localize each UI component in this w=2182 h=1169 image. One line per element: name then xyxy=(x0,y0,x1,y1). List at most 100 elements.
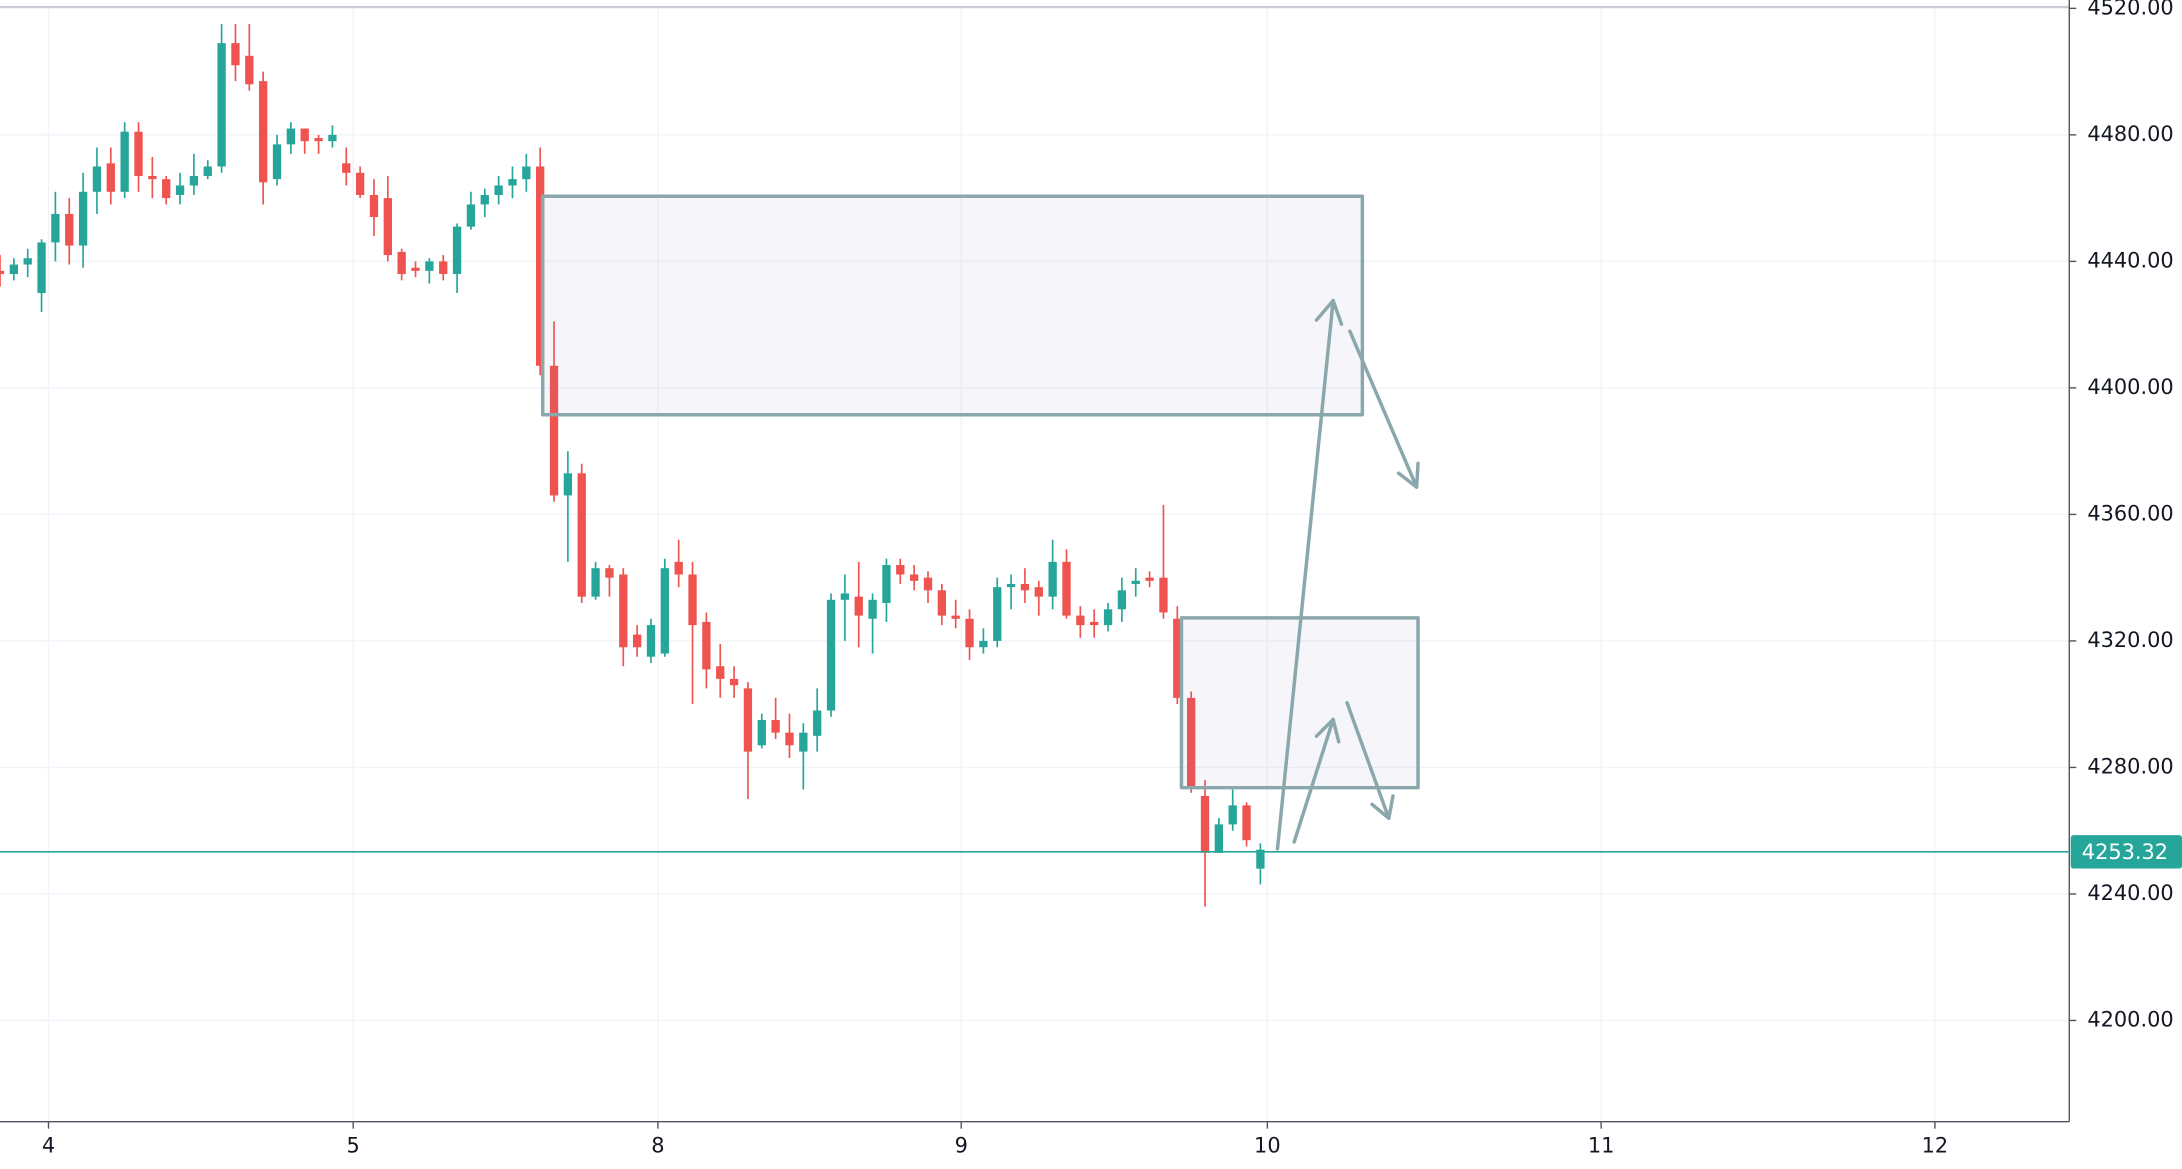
candle-body xyxy=(549,365,559,496)
candle-body xyxy=(1131,580,1140,584)
arrow xyxy=(1348,329,1419,489)
candle-body xyxy=(1242,805,1251,841)
drawings xyxy=(540,194,1420,851)
candle-body xyxy=(1020,583,1030,591)
candle-body xyxy=(23,258,32,265)
y-tick-label: 4280.00 xyxy=(2087,754,2173,778)
candle-body xyxy=(425,261,434,271)
candle-body xyxy=(466,204,476,227)
candle-body xyxy=(937,590,946,616)
candle-body xyxy=(646,625,656,657)
candle-body xyxy=(231,43,240,66)
y-tick-label: 4520.00 xyxy=(2087,0,2173,19)
candle-body xyxy=(1214,824,1224,853)
y-tick-label: 4440.00 xyxy=(2087,248,2173,272)
y-tick-label: 4480.00 xyxy=(2087,122,2173,146)
candle-body xyxy=(854,596,863,616)
candle-body xyxy=(148,175,157,180)
candle-body xyxy=(162,179,171,199)
candle-body xyxy=(979,640,988,648)
candle-body xyxy=(189,175,199,186)
x-tick-label: 4 xyxy=(42,1134,55,1158)
candle-body xyxy=(439,261,448,275)
candle-body xyxy=(563,473,573,496)
candle-body xyxy=(577,473,586,597)
arrow xyxy=(1275,298,1335,851)
candle-body xyxy=(660,568,669,654)
candle-body xyxy=(757,719,766,746)
y-tick-label: 4400.00 xyxy=(2087,375,2173,399)
candle-body xyxy=(175,185,185,195)
x-tick-label: 8 xyxy=(651,1134,664,1158)
candle-body xyxy=(203,166,212,176)
candle-body xyxy=(1173,618,1182,698)
candle-body xyxy=(923,577,933,591)
candle-body xyxy=(92,166,102,192)
candle-body xyxy=(729,678,739,686)
candle-body xyxy=(272,144,282,180)
candle-body xyxy=(1090,621,1099,626)
arrowhead xyxy=(1396,461,1420,489)
candle-body xyxy=(411,267,420,271)
candle-body xyxy=(314,138,323,142)
candle-body xyxy=(508,179,517,186)
candle-body xyxy=(51,213,60,243)
candle-body xyxy=(300,128,309,142)
candles xyxy=(0,24,1265,907)
candle-body xyxy=(369,194,379,218)
candle-body xyxy=(536,166,545,366)
candle-body xyxy=(840,593,850,600)
x-tick-label: 5 xyxy=(347,1134,360,1158)
candle-body xyxy=(0,270,5,275)
candle-body xyxy=(480,194,489,205)
candle-body xyxy=(716,666,725,679)
candle-body xyxy=(605,568,614,578)
candle-body xyxy=(37,242,46,294)
candle-body xyxy=(9,264,19,275)
candle-body xyxy=(397,251,406,275)
candle-body xyxy=(120,131,129,192)
candle-body xyxy=(217,43,226,167)
candle-body xyxy=(259,81,268,183)
candle-body xyxy=(993,587,1002,641)
arrow xyxy=(1292,717,1335,844)
candle-body xyxy=(1256,849,1265,869)
candle-body xyxy=(522,166,531,180)
arrowhead xyxy=(1370,794,1395,821)
candle-body xyxy=(1200,795,1210,853)
candle-body xyxy=(674,561,683,575)
candle-body xyxy=(702,621,711,670)
candle-body xyxy=(134,131,143,176)
x-tick-label: 11 xyxy=(1588,1134,1615,1158)
candle-body xyxy=(632,634,642,648)
y-tick-label: 4360.00 xyxy=(2087,501,2173,525)
candle-body xyxy=(951,615,960,619)
candle-body xyxy=(619,574,628,648)
candle-body xyxy=(494,185,503,195)
candle-body xyxy=(882,565,891,603)
arrowhead xyxy=(1314,717,1341,744)
candle-body xyxy=(909,574,919,581)
x-tick-label: 10 xyxy=(1254,1134,1281,1158)
y-tick-label: 4320.00 xyxy=(2087,628,2173,652)
candle-body xyxy=(383,198,392,256)
candle-body xyxy=(771,719,780,733)
candle-body xyxy=(743,688,753,752)
candle-body xyxy=(688,574,697,626)
last-price-box xyxy=(2070,835,2182,869)
candle-body xyxy=(65,213,74,246)
y-tick-label: 4240.00 xyxy=(2087,881,2173,905)
candle-body xyxy=(1076,615,1085,626)
axes xyxy=(0,0,2070,1123)
candle-body xyxy=(1159,577,1168,613)
candle-body xyxy=(965,618,974,648)
candle-body xyxy=(813,710,822,736)
y-tick-label: 4200.00 xyxy=(2087,1007,2173,1031)
candle-body xyxy=(1145,577,1154,581)
arrow xyxy=(1345,701,1391,821)
candle-body xyxy=(1034,587,1043,597)
x-tick-label: 9 xyxy=(955,1134,968,1158)
zone-box xyxy=(540,194,1365,417)
